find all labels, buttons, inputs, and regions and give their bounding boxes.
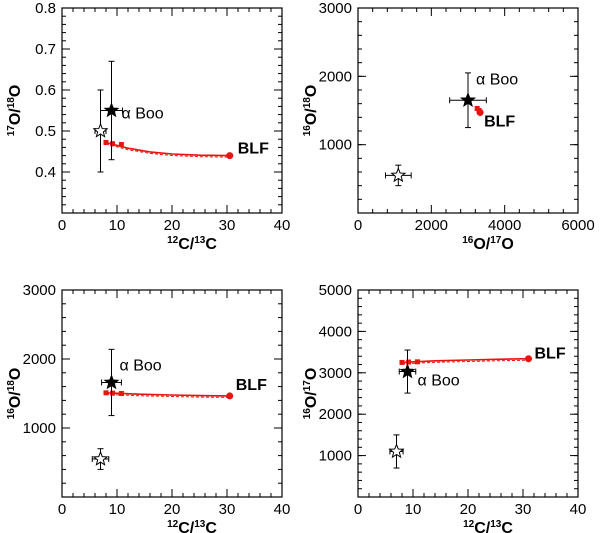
- y-axis-label: 16O/18O: [302, 85, 320, 137]
- filled-star-marker: [460, 91, 476, 108]
- filled-star-marker: [399, 363, 416, 379]
- x-tick-label: 6000: [561, 217, 594, 234]
- y-tick-label: 3000: [319, 365, 352, 382]
- model-point: [118, 391, 124, 396]
- model-curve: [401, 357, 529, 364]
- plot-frame: [357, 7, 579, 214]
- open-star-marker: [92, 450, 109, 466]
- model-point: [414, 359, 420, 365]
- x-tick-label: 0: [58, 501, 66, 518]
- x-tick-label: 30: [515, 501, 532, 518]
- y-tick-label: 2000: [319, 68, 352, 85]
- filled-star-marker: [103, 374, 120, 390]
- model-curve: [105, 392, 230, 397]
- y-tick-label: 2000: [23, 351, 56, 368]
- model-point: [110, 141, 116, 147]
- blf-endpoint: [226, 392, 234, 400]
- x-tick-label: 20: [164, 217, 181, 234]
- y-tick-label: 0.4: [35, 164, 56, 181]
- model-point: [118, 142, 124, 148]
- y-tick-label: 2000: [319, 406, 352, 423]
- blf-label: BLF: [236, 377, 267, 394]
- model-point: [399, 359, 405, 365]
- x-tick-label: 10: [109, 217, 126, 234]
- model-curve-dashed: [105, 143, 230, 158]
- x-tick-label: 0: [354, 217, 362, 234]
- chart-panel-1: 0 10 20 30 40 0.4 0.5 0.6 0.7 0.8 12C/13C 17O/18O BL…: [6, 0, 290, 253]
- x-axis-label: 16O/17O: [462, 235, 514, 253]
- y-tick-label: 1000: [23, 420, 56, 437]
- filled-star-marker: [103, 102, 120, 118]
- x-axis-label: 12C/13C: [167, 519, 217, 533]
- model-point: [406, 359, 412, 365]
- y-tick-label: 1000: [319, 448, 352, 465]
- model-point: [103, 390, 109, 396]
- y-tick-label: 0.5: [35, 123, 56, 140]
- blf-endpoint: [476, 109, 484, 117]
- x-tick-label: 30: [219, 501, 236, 518]
- chart-panel-2: 0 2000 4000 6000 1000 2000 3000 16O/17O 16O/18O B…: [302, 0, 595, 253]
- x-tick-label: 2000: [415, 217, 448, 234]
- x-tick-label: 20: [460, 501, 477, 518]
- x-axis-label: 12C/13C: [167, 235, 217, 253]
- y-axis-label: 16O/18O: [6, 368, 24, 420]
- blf-endpoint: [226, 152, 234, 160]
- open-star-marker: [390, 167, 407, 183]
- chart-panel-4: 0 10 20 30 40 1000 2000 3000 4000 5000 12C/13C 16O/…: [302, 282, 586, 533]
- blf-label: BLF: [535, 346, 566, 363]
- x-tick-label: 40: [274, 501, 291, 518]
- alpha-boo-label: α Boo: [120, 357, 162, 374]
- x-tick-label: 20: [164, 501, 181, 518]
- x-tick-label: 30: [219, 217, 236, 234]
- x-tick-label: 40: [570, 501, 587, 518]
- x-axis-label: 12C/13C: [463, 519, 513, 533]
- y-tick-label: 0.6: [35, 82, 56, 99]
- x-tick-label: 4000: [488, 217, 521, 234]
- plot-frame: [61, 7, 283, 214]
- alpha-boo-label: α Boo: [122, 106, 164, 123]
- plot-frame: [357, 289, 579, 498]
- chart-panel-3: 0 10 20 30 40 1000 2000 3000 12C/13C 16O/18O BLF α …: [6, 282, 290, 533]
- x-tick-label: 0: [58, 217, 66, 234]
- y-tick-label: 3000: [319, 0, 352, 17]
- y-axis-label: 16O/17O: [302, 368, 320, 420]
- x-tick-label: 10: [109, 501, 126, 518]
- blf-label: BLF: [238, 141, 269, 158]
- alpha-boo-label: α Boo: [476, 71, 518, 88]
- open-star-marker: [388, 443, 405, 459]
- model-point: [103, 139, 109, 145]
- y-tick-label: 0.8: [35, 0, 56, 17]
- x-tick-label: 0: [354, 501, 362, 518]
- model-point: [110, 390, 116, 396]
- open-star-marker: [92, 122, 109, 138]
- y-tick-label: 1000: [319, 137, 352, 154]
- model-curve-dashed: [401, 359, 529, 365]
- blf-endpoint: [525, 355, 532, 363]
- model-curve-dashed: [105, 393, 230, 398]
- x-tick-label: 40: [274, 217, 291, 234]
- y-tick-label: 3000: [23, 282, 56, 299]
- y-tick-label: 4000: [319, 323, 352, 340]
- x-tick-label: 10: [405, 501, 422, 518]
- model-curve: [105, 141, 230, 157]
- blf-label: BLF: [484, 114, 515, 131]
- alpha-boo-label: α Boo: [418, 373, 460, 390]
- y-tick-label: 0.7: [35, 41, 56, 58]
- y-tick-label: 5000: [319, 282, 352, 299]
- y-axis-label: 17O/18O: [6, 85, 24, 137]
